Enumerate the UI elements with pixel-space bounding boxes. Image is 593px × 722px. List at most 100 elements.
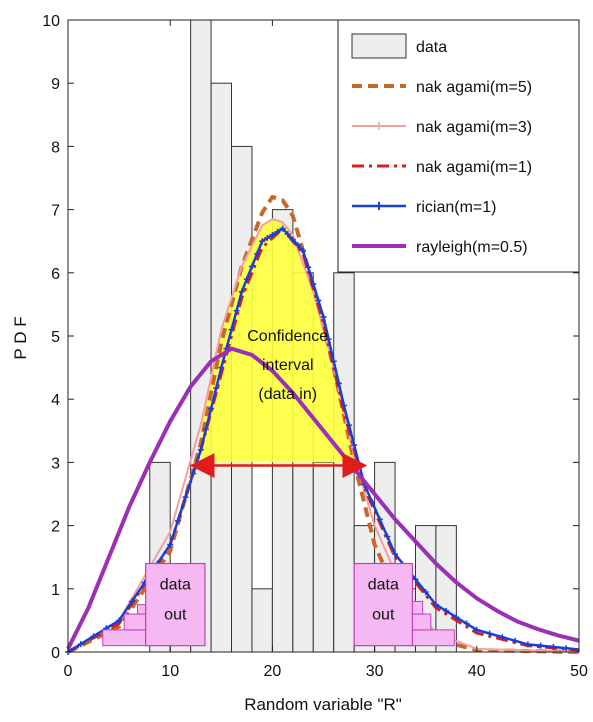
data-out-left-block-1 <box>123 613 147 631</box>
legend-label-0: nak agami(m=5) <box>416 79 532 96</box>
x-axis-label: Random variable "R" <box>244 695 402 714</box>
rician-marker <box>412 576 419 583</box>
rician-marker <box>315 297 322 304</box>
y-tick-label: 7 <box>51 203 60 220</box>
rician-marker <box>463 620 470 627</box>
rician-marker <box>228 326 235 333</box>
y-tick-label: 8 <box>51 139 60 156</box>
rician-marker <box>213 385 220 392</box>
y-tick-label: 9 <box>51 76 60 93</box>
data-out-right-label-0: data <box>368 577 399 594</box>
data-out-left-block-2 <box>136 604 147 615</box>
rician-marker <box>238 288 245 295</box>
rician-marker <box>197 446 204 453</box>
legend-swatch-data <box>351 33 407 59</box>
rician-marker <box>254 250 261 257</box>
rician-marker <box>537 642 544 649</box>
y-tick-label: 6 <box>51 266 60 283</box>
rician-marker <box>202 426 209 433</box>
histogram-bar-8 <box>312 461 335 653</box>
rician-marker <box>218 364 225 371</box>
data-out-left-box <box>145 562 206 647</box>
rician-marker <box>90 633 97 640</box>
rician-marker <box>116 617 123 624</box>
y-tick-label: 4 <box>51 392 60 409</box>
rician-marker <box>473 626 480 633</box>
rician-marker <box>453 614 460 621</box>
data-out-right-box <box>353 562 414 647</box>
data-out-left-block-0 <box>102 629 147 647</box>
x-tick-label: 50 <box>570 663 588 680</box>
data-out-left-label-0: data <box>160 577 191 594</box>
x-tick-label: 40 <box>468 663 486 680</box>
rician-marker <box>305 264 312 271</box>
rician-marker <box>243 276 250 283</box>
rician-marker <box>320 314 327 321</box>
legend-box <box>337 19 580 273</box>
legend-label-1: nak agami(m=3) <box>416 119 532 136</box>
data-out-right-block-1 <box>411 613 432 631</box>
rician-marker <box>550 643 557 650</box>
rician-marker <box>340 402 347 409</box>
rician-marker <box>248 263 255 270</box>
rician-marker <box>310 280 317 287</box>
histogram-bar-2 <box>190 19 212 653</box>
rician-marker <box>182 494 189 501</box>
rician-marker <box>330 358 337 365</box>
rician-marker <box>77 641 84 648</box>
rician-marker <box>499 634 506 641</box>
confidence-interval-label-0: Confidence <box>247 328 328 345</box>
x-tick-label: 0 <box>64 663 73 680</box>
y-tick-label: 2 <box>51 519 60 536</box>
x-tick-label: 30 <box>366 663 384 680</box>
rician-marker <box>284 231 291 238</box>
rician-marker <box>422 588 429 595</box>
legend-marker-rician <box>375 202 383 210</box>
rician-marker <box>289 236 296 243</box>
rician-marker <box>486 630 493 637</box>
rician-marker <box>563 645 570 652</box>
rician-marker <box>274 228 281 235</box>
x-tick-label: 20 <box>264 663 282 680</box>
rician-marker <box>259 238 266 245</box>
rician-marker <box>346 422 353 429</box>
confidence-interval-label-2: (data in) <box>258 386 317 403</box>
y-tick-label: 3 <box>51 455 60 472</box>
rician-marker <box>392 551 399 558</box>
rician-marker <box>443 607 450 614</box>
data-out-right-label-1: out <box>372 607 395 624</box>
rician-marker <box>174 517 181 524</box>
rician-marker <box>524 641 531 648</box>
rician-marker <box>384 533 391 540</box>
series-line-4 <box>66 346 580 650</box>
x-tick-label: 10 <box>161 663 179 680</box>
rician-marker <box>208 405 215 412</box>
rician-marker <box>369 498 376 505</box>
rician-marker <box>269 231 276 238</box>
legend-label-2: nak agami(m=1) <box>416 159 532 176</box>
y-tick-label: 1 <box>51 582 60 599</box>
rician-marker <box>376 516 383 523</box>
data-out-left-label-1: out <box>164 607 187 624</box>
histogram-bar-5 <box>251 588 273 653</box>
rician-marker <box>294 242 301 249</box>
y-axis-label: P D F <box>11 316 30 359</box>
rician-marker <box>432 601 439 608</box>
legend-label-data: data <box>416 39 447 56</box>
rician-marker <box>300 247 307 254</box>
rician-marker <box>325 336 332 343</box>
rician-marker <box>233 307 240 314</box>
data-out-right-block-2 <box>411 600 424 615</box>
y-tick-label: 5 <box>51 329 60 346</box>
rician-marker <box>167 541 174 548</box>
rician-marker <box>512 637 519 644</box>
rician-marker <box>335 380 342 387</box>
confidence-interval-area <box>200 219 355 463</box>
rician-marker <box>351 442 358 449</box>
y-tick-label: 0 <box>51 645 60 662</box>
rician-marker <box>279 225 286 232</box>
rician-marker <box>128 598 135 605</box>
rician-marker <box>264 235 271 242</box>
legend-marker-m3 <box>375 122 383 130</box>
